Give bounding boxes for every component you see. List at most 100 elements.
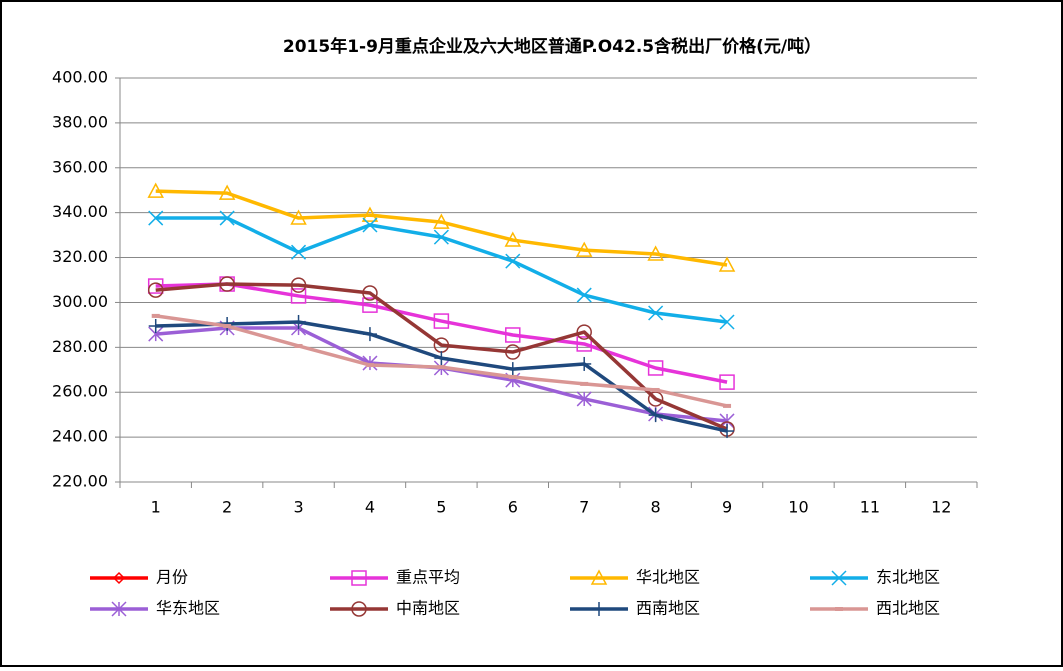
marker [505,253,521,269]
marker [111,601,127,617]
x-tick-label: 4 [365,498,375,517]
y-tick-label: 300.00 [52,292,108,311]
marker [362,355,378,371]
marker [577,356,592,371]
marker [219,276,235,292]
marker [361,206,379,222]
marker-shape [835,607,843,611]
marker-shape [365,363,374,368]
marker-stroke [719,314,735,330]
marker [218,184,236,200]
marker-shape [505,344,521,360]
marker-shape [575,241,593,257]
marker [433,213,450,229]
x-tick-label: 2 [222,498,232,517]
marker [290,288,307,304]
marker [580,381,589,386]
x-tick-label: 6 [508,498,518,517]
x-tick-label: 8 [651,498,661,517]
marker-shape [651,387,660,392]
legend-label: 东北地区 [876,568,940,587]
marker [504,231,522,247]
marker-shape [647,360,664,376]
marker-shape [504,231,522,247]
marker-shape [505,327,521,343]
marker [362,285,378,301]
y-tick-label: 400.00 [52,68,108,87]
marker [590,569,608,585]
marker-shape [147,282,164,298]
marker-shape [576,324,592,340]
series-line [155,282,728,431]
y-tick-label: 220.00 [52,472,108,491]
marker-stroke [219,210,235,226]
marker-stroke [433,229,449,245]
marker [433,229,449,245]
marker-shape [433,313,450,329]
marker [434,351,449,366]
x-tick-label: 9 [722,498,732,517]
marker [290,209,307,225]
marker-shape [362,297,378,313]
marker [148,210,164,226]
marker [648,408,663,423]
marker [720,424,735,439]
marker [651,387,660,392]
series-line [155,189,728,267]
marker [576,391,592,407]
marker [718,256,736,272]
marker [576,336,592,352]
marker [223,324,232,329]
marker-shape [580,381,589,386]
marker-shape [294,343,303,348]
marker [112,571,126,585]
legend-label: 重点平均 [396,568,460,587]
marker-shape [590,569,608,585]
y-tick-label: 240.00 [52,427,108,446]
marker [647,245,664,261]
marker [831,570,847,586]
marker [433,313,450,329]
marker [148,319,163,334]
x-tick-label: 5 [436,498,446,517]
y-tick-label: 340.00 [52,202,108,221]
marker-stroke [648,305,664,321]
x-tick-label: 3 [293,498,303,517]
y-tick-label: 360.00 [52,157,108,176]
marker [575,241,593,257]
marker-shape [112,571,126,585]
legend-label: 西北地区 [876,599,940,618]
y-tick-label: 280.00 [52,337,108,356]
marker-shape [361,206,379,222]
marker-shape [147,278,164,294]
y-tick-label: 380.00 [52,112,108,131]
marker [291,244,307,260]
legend-label: 中南地区 [396,599,460,618]
x-tick-label: 1 [151,498,161,517]
marker-stroke [576,287,592,303]
y-tick-label: 320.00 [52,247,108,266]
marker [365,363,374,368]
marker-shape [647,245,664,261]
series-line [155,282,728,384]
x-tick-label: 11 [860,498,880,517]
legend-label: 华北地区 [636,568,700,587]
marker [508,374,517,379]
marker [723,403,732,408]
marker-shape [218,184,236,200]
marker [147,182,164,198]
marker-shape [351,570,367,586]
marker [505,344,521,360]
marker [835,607,843,611]
marker-shape [290,288,307,304]
marker-shape [290,209,307,225]
marker [147,282,164,298]
x-tick-label: 10 [788,498,808,517]
x-tick-label: 12 [931,498,951,517]
legend-label: 月份 [156,568,188,587]
marker-shape [433,213,450,229]
x-tick-label: 7 [579,498,589,517]
marker-shape [362,285,378,301]
marker [719,314,735,330]
